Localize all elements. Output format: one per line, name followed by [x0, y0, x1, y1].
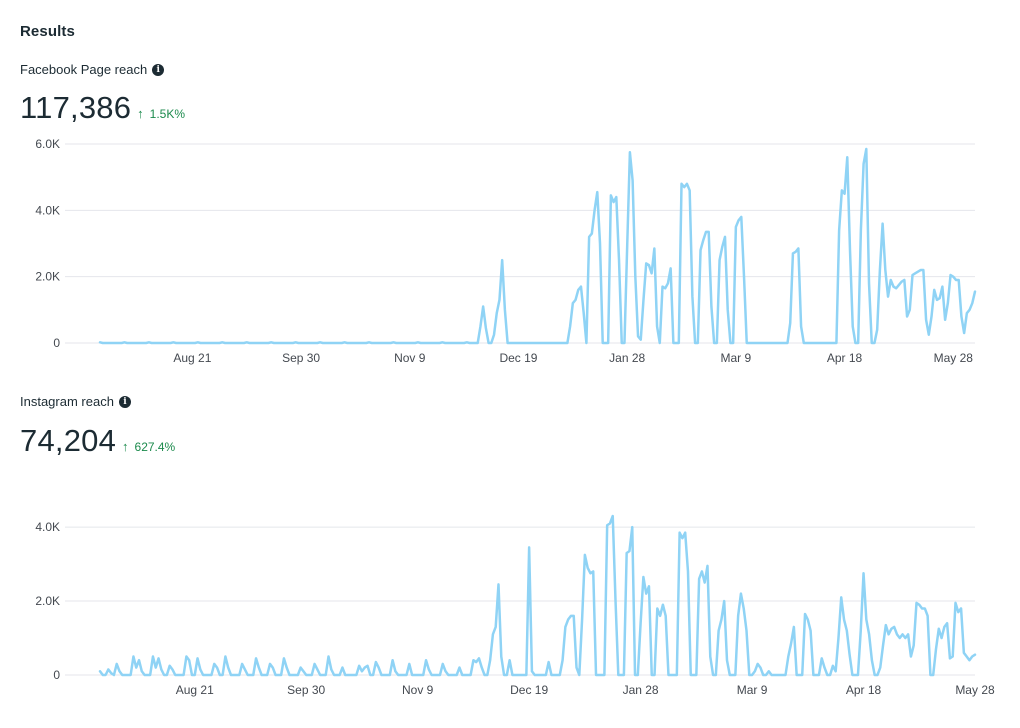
x-tick-label: Apr 18: [846, 683, 882, 697]
up-arrow-icon: ↑: [137, 106, 144, 121]
y-tick-label: 0: [53, 668, 60, 682]
facebook-reach-chart: 0 2.0K 4.0K 6.0K Aug 21 Sep 30 Nov 9 Dec 19 Jan …: [35, 137, 977, 365]
x-tick-label: Mar 9: [737, 683, 768, 697]
facebook-reach-metric: 117,386 ↑ 1.5K%: [20, 90, 185, 126]
instagram-reach-value: 74,204: [20, 423, 117, 458]
results-title: Results: [20, 23, 75, 40]
x-tick-label: Jan 28: [623, 683, 659, 697]
instagram-reach-metric: 74,204 ↑ 627.4%: [20, 423, 175, 459]
x-tick-label: Apr 18: [827, 351, 863, 365]
facebook-reach-change: ↑ 1.5K%: [137, 106, 185, 121]
up-arrow-icon: ↑: [122, 439, 129, 454]
info-icon[interactable]: i: [152, 63, 165, 76]
x-tick-label: Nov 9: [402, 683, 434, 697]
y-tick-label: 4.0K: [35, 520, 60, 534]
x-tick-label: Sep 30: [287, 683, 325, 697]
facebook-reach-value: 117,386: [20, 90, 132, 125]
y-tick-label: 6.0K: [35, 137, 60, 151]
x-tick-label: Mar 9: [721, 351, 752, 365]
x-tick-label: Dec 19: [510, 683, 548, 697]
x-tick-label: Nov 9: [394, 351, 426, 365]
y-tick-label: 4.0K: [35, 203, 60, 217]
x-tick-label: May 28: [934, 351, 974, 365]
instagram-reach-change-value: 627.4%: [134, 440, 176, 454]
instagram-reach-change: ↑ 627.4%: [122, 439, 175, 454]
x-tick-label: Aug 21: [176, 683, 214, 697]
x-tick-label: Dec 19: [499, 351, 537, 365]
x-tick-label: Sep 30: [282, 351, 320, 365]
info-icon[interactable]: i: [118, 395, 131, 408]
instagram-reach-label: Instagram reach: [20, 394, 114, 409]
series-line: [98, 147, 977, 345]
facebook-reach-change-value: 1.5K%: [149, 107, 186, 121]
y-tick-label: 0: [53, 336, 60, 350]
x-tick-label: Jan 28: [609, 351, 645, 365]
x-tick-label: Aug 21: [173, 351, 211, 365]
instagram-reach-label-row: Instagram reach i: [20, 394, 131, 409]
series-line: [98, 514, 977, 677]
y-tick-label: 2.0K: [35, 594, 60, 608]
facebook-reach-label: Facebook Page reach: [20, 62, 148, 77]
y-tick-label: 2.0K: [35, 270, 60, 284]
facebook-reach-label-row: Facebook Page reach i: [20, 62, 165, 77]
x-tick-label: May 28: [955, 683, 995, 697]
